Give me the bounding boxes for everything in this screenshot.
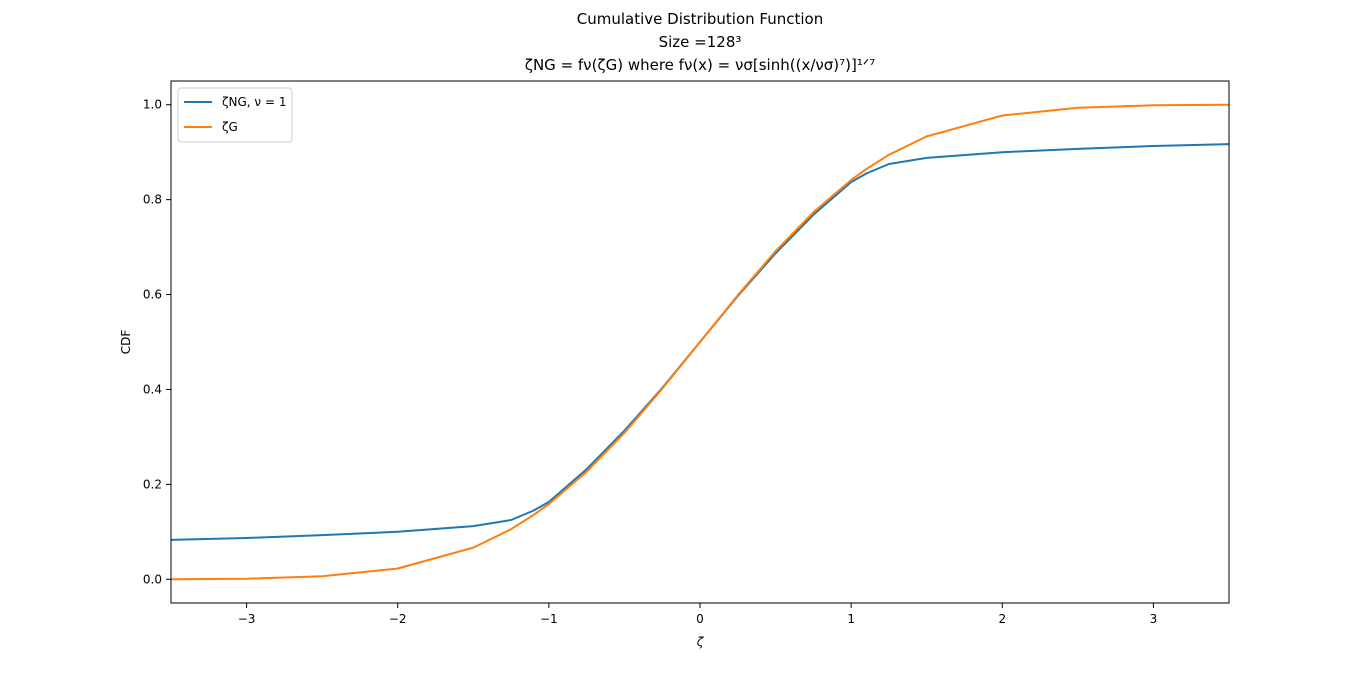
y-tick-label: 0.4 <box>143 382 162 396</box>
legend-label-ng: ζNG, ν = 1 <box>222 95 286 109</box>
legend: ζNG, ν = 1 ζG <box>177 87 293 143</box>
y-tick-label: 1.0 <box>143 98 162 112</box>
chart-title: Cumulative Distribution Function <box>577 10 823 28</box>
y-tick-label: 0.2 <box>143 477 162 491</box>
x-axis-label: ζ <box>696 635 705 649</box>
x-axis-ticks: −3 −2 −1 0 1 2 3 <box>238 603 1158 626</box>
x-tick-label: 3 <box>1150 612 1158 626</box>
x-tick-label: −1 <box>540 612 558 626</box>
chart-subtitle-formula: ζNG = fν(ζG) where fν(x) = νσ[sinh((x/νσ… <box>525 56 875 74</box>
x-tick-label: 0 <box>696 612 704 626</box>
x-tick-label: 1 <box>847 612 855 626</box>
y-tick-label: 0.8 <box>143 193 162 207</box>
y-axis-ticks: 0.0 0.2 0.4 0.6 0.8 1.0 <box>143 98 171 586</box>
series-line-g <box>170 103 1230 581</box>
y-tick-label: 0.0 <box>143 572 162 586</box>
x-tick-label: −2 <box>389 612 407 626</box>
x-tick-label: 2 <box>998 612 1006 626</box>
plot-frame <box>170 80 1230 604</box>
series-group <box>170 103 1230 581</box>
y-tick-label: 0.6 <box>143 288 162 302</box>
chart-subtitle-size: Size =128³ <box>659 33 742 51</box>
y-axis-label: CDF <box>119 330 133 355</box>
x-tick-label: −3 <box>238 612 256 626</box>
legend-label-g: ζG <box>222 120 238 134</box>
